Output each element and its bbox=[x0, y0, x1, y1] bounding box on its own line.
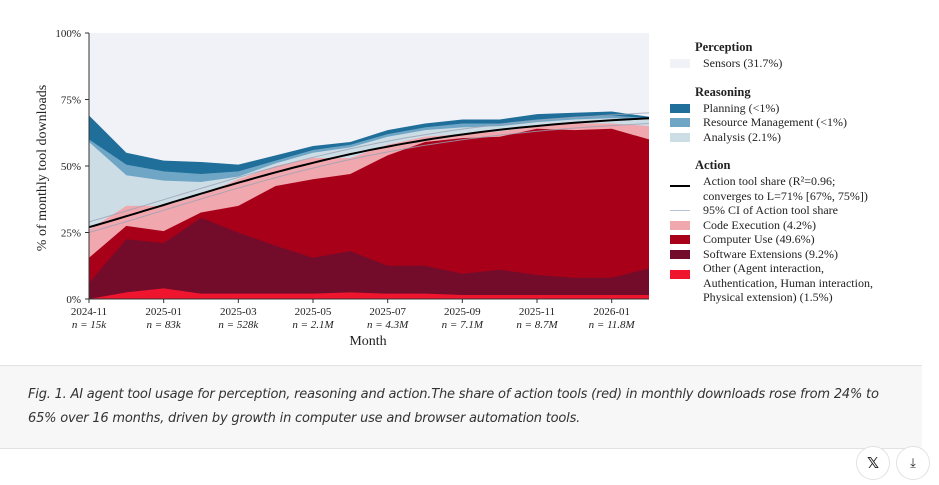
legend-label-line: Authentication, Human interaction, bbox=[703, 275, 873, 290]
x-tick-sample-size: n = 4.3M bbox=[367, 319, 409, 331]
legend-fit: Action tool share (R²=0.96; converges to … bbox=[668, 174, 873, 203]
area-software-extensions bbox=[89, 217, 649, 299]
legend-sensors: Sensors (31.7%) bbox=[668, 56, 873, 71]
legend: Perception Sensors (31.7%) Reasoning Pla… bbox=[668, 40, 873, 305]
caption-text: Fig. 1. AI agent tool usage for percepti… bbox=[28, 387, 879, 426]
download-button[interactable]: ⤓ bbox=[896, 446, 930, 480]
swatch-software bbox=[670, 249, 690, 259]
swatch-other bbox=[670, 270, 690, 279]
x-tick-label: 2025-07 bbox=[369, 306, 406, 318]
ci-lower-line bbox=[88, 123, 650, 233]
legend-software: Software Extensions (9.2%) bbox=[668, 247, 873, 262]
x-tick-sample-size: n = 11.8M bbox=[589, 319, 636, 331]
swatch-resource bbox=[670, 118, 690, 127]
x-tick-sample-size: n = 7.1M bbox=[442, 319, 484, 331]
y-axis-label: % of monthly tool downloads bbox=[35, 85, 50, 251]
x-tick-sample-size: n = 8.7M bbox=[516, 319, 558, 331]
legend-analysis: Analysis (2.1%) bbox=[668, 130, 873, 145]
swatch-analysis bbox=[670, 132, 690, 142]
swatch-planning bbox=[670, 103, 690, 113]
legend-planning: Planning (<1%) bbox=[668, 101, 873, 116]
legend-label: 95% CI of Action tool share bbox=[703, 203, 838, 217]
x-tick-label: 2025-01 bbox=[145, 306, 182, 318]
x-tick-sample-size: n = 15k bbox=[72, 319, 107, 331]
area-layers bbox=[89, 33, 649, 300]
swatch-fit-line bbox=[670, 185, 690, 187]
legend-label-line: converges to L=71% [67%, 75%]) bbox=[703, 188, 868, 203]
legend-other: Other (Agent interaction, Authentication,… bbox=[668, 261, 873, 305]
legend-label: Other (Agent interaction, Authentication,… bbox=[703, 261, 873, 305]
legend-reasoning-title: Reasoning bbox=[695, 84, 751, 99]
legend-computer: Computer Use (49.6%) bbox=[668, 232, 873, 247]
legend-label: Action tool share (R²=0.96; converges to … bbox=[703, 174, 868, 203]
legend-label: Code Execution (4.2%) bbox=[703, 217, 816, 232]
x-tick-label: 2025-11 bbox=[519, 306, 555, 318]
figure-caption: Fig. 1. AI agent tool usage for percepti… bbox=[0, 365, 922, 449]
legend-ci: 95% CI of Action tool share bbox=[668, 203, 873, 218]
x-tick-label: 2024-11 bbox=[71, 306, 107, 318]
swatch-code bbox=[670, 220, 690, 230]
ci-upper-line bbox=[88, 112, 650, 223]
legend-label: Resource Management (<1%) bbox=[703, 115, 848, 129]
y-tick-label: 50% bbox=[61, 161, 81, 173]
legend-resource: Resource Management (<1%) bbox=[668, 115, 873, 130]
legend-perception-title: Perception bbox=[695, 40, 753, 54]
x-tick-label: 2026-01 bbox=[593, 306, 630, 318]
swatch-sensors bbox=[670, 59, 690, 68]
legend-label: Computer Use (49.6%) bbox=[703, 232, 815, 246]
fit-line bbox=[88, 117, 650, 229]
x-tick-sample-size: n = 2.1M bbox=[292, 319, 334, 331]
x-tick-sample-size: n = 83k bbox=[147, 319, 182, 331]
legend-label-line: Other (Agent interaction, bbox=[703, 261, 824, 275]
x-tick-label: 2025-03 bbox=[220, 306, 257, 318]
area-other bbox=[89, 288, 649, 299]
x-logo-icon: 𝕏 bbox=[866, 454, 880, 472]
x-tick-sample-size: n = 528k bbox=[218, 319, 259, 331]
swatch-computer bbox=[670, 235, 690, 244]
x-tick-label: 2025-09 bbox=[444, 306, 481, 318]
legend-code: Code Execution (4.2%) bbox=[668, 218, 873, 233]
swatch-ci-line bbox=[670, 210, 690, 211]
download-icon: ⤓ bbox=[910, 455, 916, 471]
legend-label: Software Extensions (9.2%) bbox=[703, 246, 838, 261]
legend-label: Planning (<1%) bbox=[703, 100, 780, 115]
x-tick-label: 2025-05 bbox=[295, 306, 332, 318]
legend-label: Sensors (31.7%) bbox=[703, 56, 783, 70]
share-x-button[interactable]: 𝕏 bbox=[856, 446, 890, 480]
legend-action-title: Action bbox=[695, 158, 731, 172]
legend-label: Analysis (2.1%) bbox=[703, 129, 781, 144]
legend-label-line: Action tool share (R²=0.96; bbox=[703, 174, 836, 188]
y-tick-label: 25% bbox=[61, 228, 81, 240]
fit-layer bbox=[88, 112, 650, 233]
y-tick-label: 75% bbox=[61, 95, 81, 107]
y-tick-label: 100% bbox=[55, 28, 81, 40]
y-tick-label: 0% bbox=[66, 294, 81, 306]
legend-label-line: Physical extension) (1.5%) bbox=[703, 290, 833, 304]
x-axis-label: Month bbox=[349, 334, 386, 349]
